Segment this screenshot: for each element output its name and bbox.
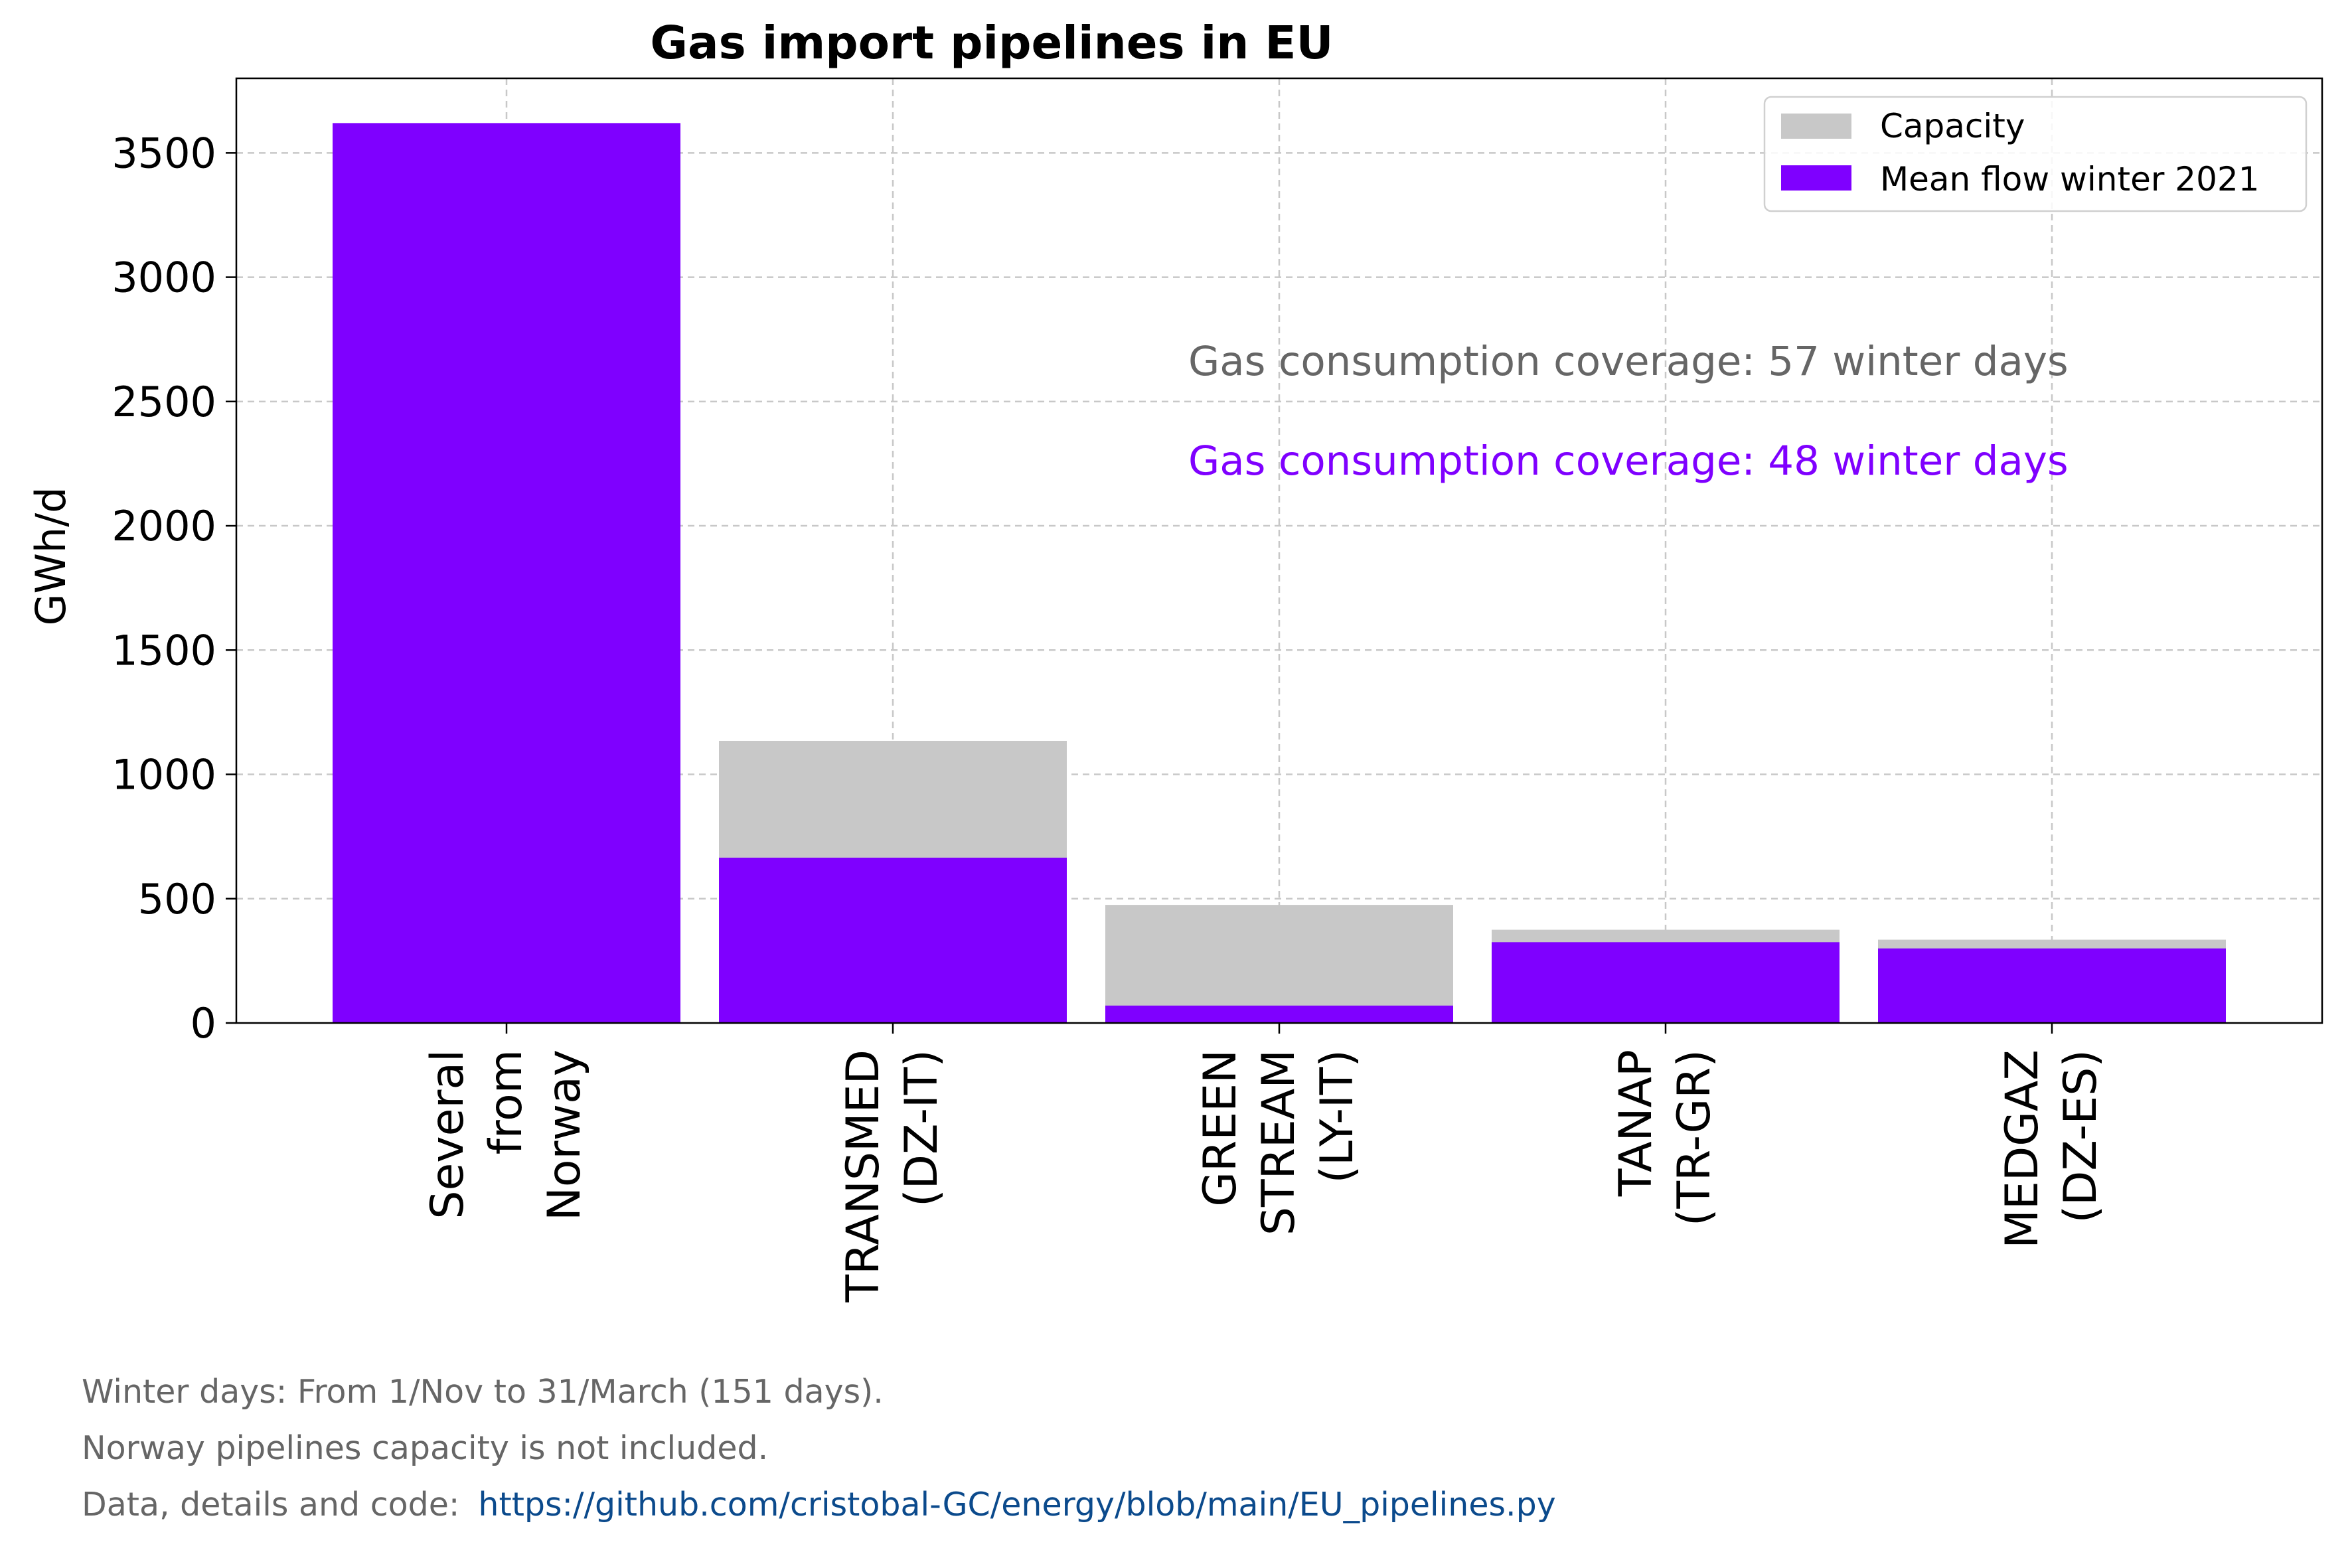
legend: Capacity Mean flow winter 2021	[1763, 96, 2308, 212]
x-tick-label: GREEN STREAM (LY-IT)	[1194, 1050, 1364, 1235]
bar-capacity	[1105, 905, 1453, 1023]
x-tick-label: TRANSMED (DZ-IT)	[837, 1050, 948, 1303]
x-tick-label: MEDGAZ (DZ-ES)	[1996, 1050, 2107, 1249]
y-axis-label: GWh/d	[27, 487, 75, 626]
x-tick-label-line: Several	[422, 1050, 474, 1219]
y-tick-label: 500	[138, 875, 216, 923]
x-tick-label-line: TRANSMED	[837, 1050, 890, 1303]
bars	[333, 123, 2226, 1023]
footer-note-norway: Norway pipelines capacity is not include…	[82, 1429, 769, 1467]
coverage-annotation-flow: Gas consumption coverage: 48 winter days	[1188, 437, 2069, 485]
y-tick-label: 1000	[112, 751, 216, 799]
x-tick-label-line: from	[480, 1050, 532, 1154]
x-tick-label-line: Norway	[538, 1050, 591, 1221]
footer-source-label: Data, details and code:	[82, 1486, 460, 1524]
x-axis: Several from Norway TRANSMED (DZ-IT) GREEN STR…	[422, 1023, 2107, 1303]
bar-mean-flow-winter-2021	[1105, 1005, 1453, 1023]
footer-source: Data, details and code: https://github.co…	[82, 1486, 1556, 1524]
legend-swatch-capacity	[1781, 114, 1851, 139]
x-tick-label-line: (DZ-ES)	[2055, 1050, 2107, 1223]
bar-mean-flow-winter-2021	[1492, 942, 1840, 1023]
footer-note-winter-days: Winter days: From 1/Nov to 31/March (151…	[82, 1373, 884, 1411]
legend-label-capacity: Capacity	[1880, 107, 2025, 145]
y-axis: 0 500 1000 1500 2000 2500 3000 3500	[112, 129, 236, 1048]
x-tick-label-line: (LY-IT)	[1311, 1050, 1364, 1184]
y-tick-label: 3000	[112, 254, 216, 302]
bar-mean-flow-winter-2021	[1878, 948, 2226, 1023]
source-link[interactable]: https://github.com/cristobal-GC/energy/b…	[478, 1486, 1556, 1524]
legend-frame	[1763, 96, 2308, 212]
x-tick-label: Several from Norway	[422, 1050, 591, 1221]
chart-title: Gas import pipelines in EU	[650, 17, 1333, 70]
y-tick-label: 3500	[112, 129, 216, 177]
y-tick-label: 2500	[112, 378, 216, 426]
y-tick-label: 1500	[112, 626, 216, 674]
legend-label-mean-flow: Mean flow winter 2021	[1880, 160, 2260, 198]
legend-swatch-mean-flow	[1781, 165, 1851, 191]
x-tick-label-line: MEDGAZ	[1996, 1050, 2049, 1249]
x-tick-label-line: STREAM	[1253, 1050, 1305, 1235]
x-tick-label: TANAP (TR-GR)	[1610, 1050, 1721, 1226]
bar-mean-flow-winter-2021	[333, 123, 680, 1023]
x-tick-label-line: TANAP	[1610, 1050, 1662, 1197]
x-tick-label-line: GREEN	[1194, 1050, 1247, 1207]
y-tick-label: 0	[191, 999, 216, 1048]
y-tick-label: 2000	[112, 502, 216, 550]
bar-mean-flow-winter-2021	[719, 857, 1067, 1023]
x-tick-label-line: (DZ-IT)	[896, 1050, 948, 1207]
x-tick-label-line: (TR-GR)	[1668, 1050, 1721, 1226]
coverage-annotation-capacity: Gas consumption coverage: 57 winter days	[1188, 338, 2069, 385]
